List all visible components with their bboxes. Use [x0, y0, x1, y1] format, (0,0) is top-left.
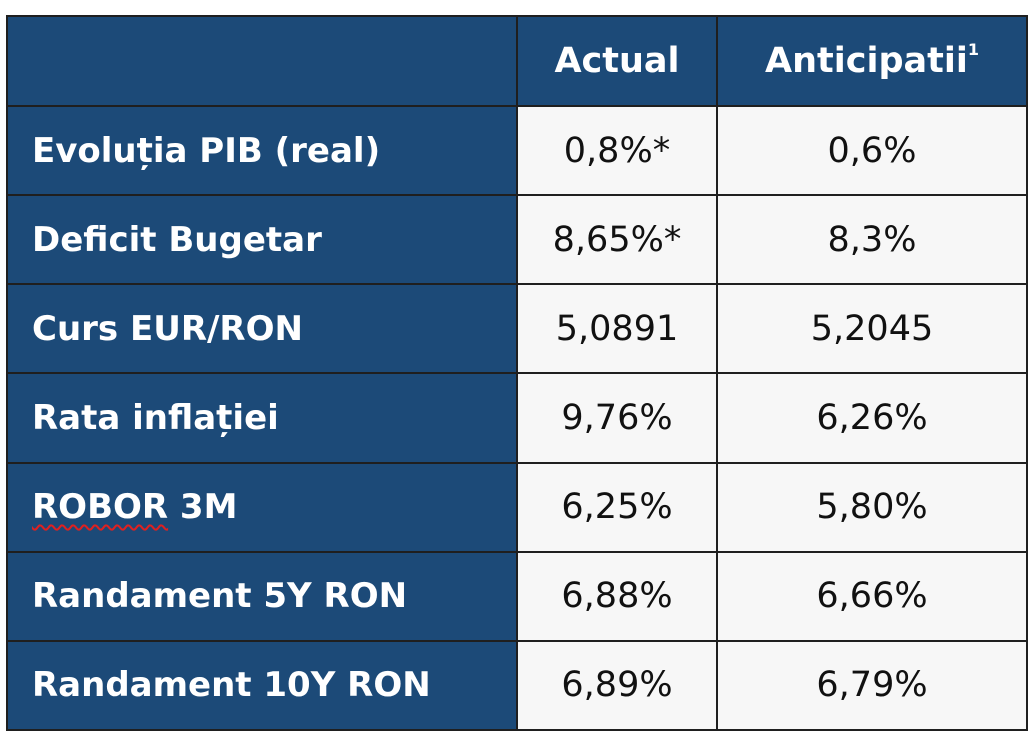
value-anticipatii-robor: 5,80% — [716, 461, 1028, 553]
value-actual-deficit: 8,65%* — [516, 194, 718, 286]
row-label-randament-5y: Randament 5Y RON — [6, 550, 518, 642]
value-anticipatii-randament-10y: 6,79% — [716, 639, 1028, 732]
value-anticipatii-randament-5y: 6,66% — [716, 550, 1028, 642]
table-row: Curs EUR/RON 5,0891 5,2045 — [6, 283, 1028, 375]
indicators-table-wrapper: Actual Anticipatii1 Evoluția PIB (real) … — [6, 14, 1028, 732]
footnote-marker: 1 — [967, 40, 979, 60]
header-empty-cell — [6, 14, 518, 108]
table-row: Randament 5Y RON 6,88% 6,66% — [6, 550, 1028, 642]
economic-indicators-table: Actual Anticipatii1 Evoluția PIB (real) … — [6, 14, 1028, 732]
value-actual-randament-5y: 6,88% — [516, 550, 718, 642]
header-anticipatii: Anticipatii1 — [716, 14, 1028, 108]
value-anticipatii-inflatie: 6,26% — [716, 372, 1028, 464]
table-header-row: Actual Anticipatii1 — [6, 14, 1028, 108]
row-label-robor-suffix: 3M — [168, 487, 238, 528]
spellcheck-word-robor: ROBOR — [32, 487, 169, 528]
value-actual-robor: 6,25% — [516, 461, 718, 553]
row-label-inflatie: Rata inflației — [6, 372, 518, 464]
row-label-curs: Curs EUR/RON — [6, 283, 518, 375]
table-row: Randament 10Y RON 6,89% 6,79% — [6, 639, 1028, 732]
header-anticipatii-label: Anticipatii — [764, 41, 968, 82]
value-anticipatii-deficit: 8,3% — [716, 194, 1028, 286]
value-actual-curs: 5,0891 — [516, 283, 718, 375]
row-label-randament-10y: Randament 10Y RON — [6, 639, 518, 732]
table-row: Rata inflației 9,76% 6,26% — [6, 372, 1028, 464]
row-label-robor: ROBOR 3M — [6, 461, 518, 553]
value-actual-pib: 0,8%* — [516, 105, 718, 197]
row-label-pib: Evoluția PIB (real) — [6, 105, 518, 197]
table-row: Deficit Bugetar 8,65%* 8,3% — [6, 194, 1028, 286]
row-label-deficit: Deficit Bugetar — [6, 194, 518, 286]
header-actual: Actual — [516, 14, 718, 108]
value-anticipatii-curs: 5,2045 — [716, 283, 1028, 375]
table-row: ROBOR 3M 6,25% 5,80% — [6, 461, 1028, 553]
value-actual-randament-10y: 6,89% — [516, 639, 718, 732]
value-anticipatii-pib: 0,6% — [716, 105, 1028, 197]
table-row: Evoluția PIB (real) 0,8%* 0,6% — [6, 105, 1028, 197]
value-actual-inflatie: 9,76% — [516, 372, 718, 464]
